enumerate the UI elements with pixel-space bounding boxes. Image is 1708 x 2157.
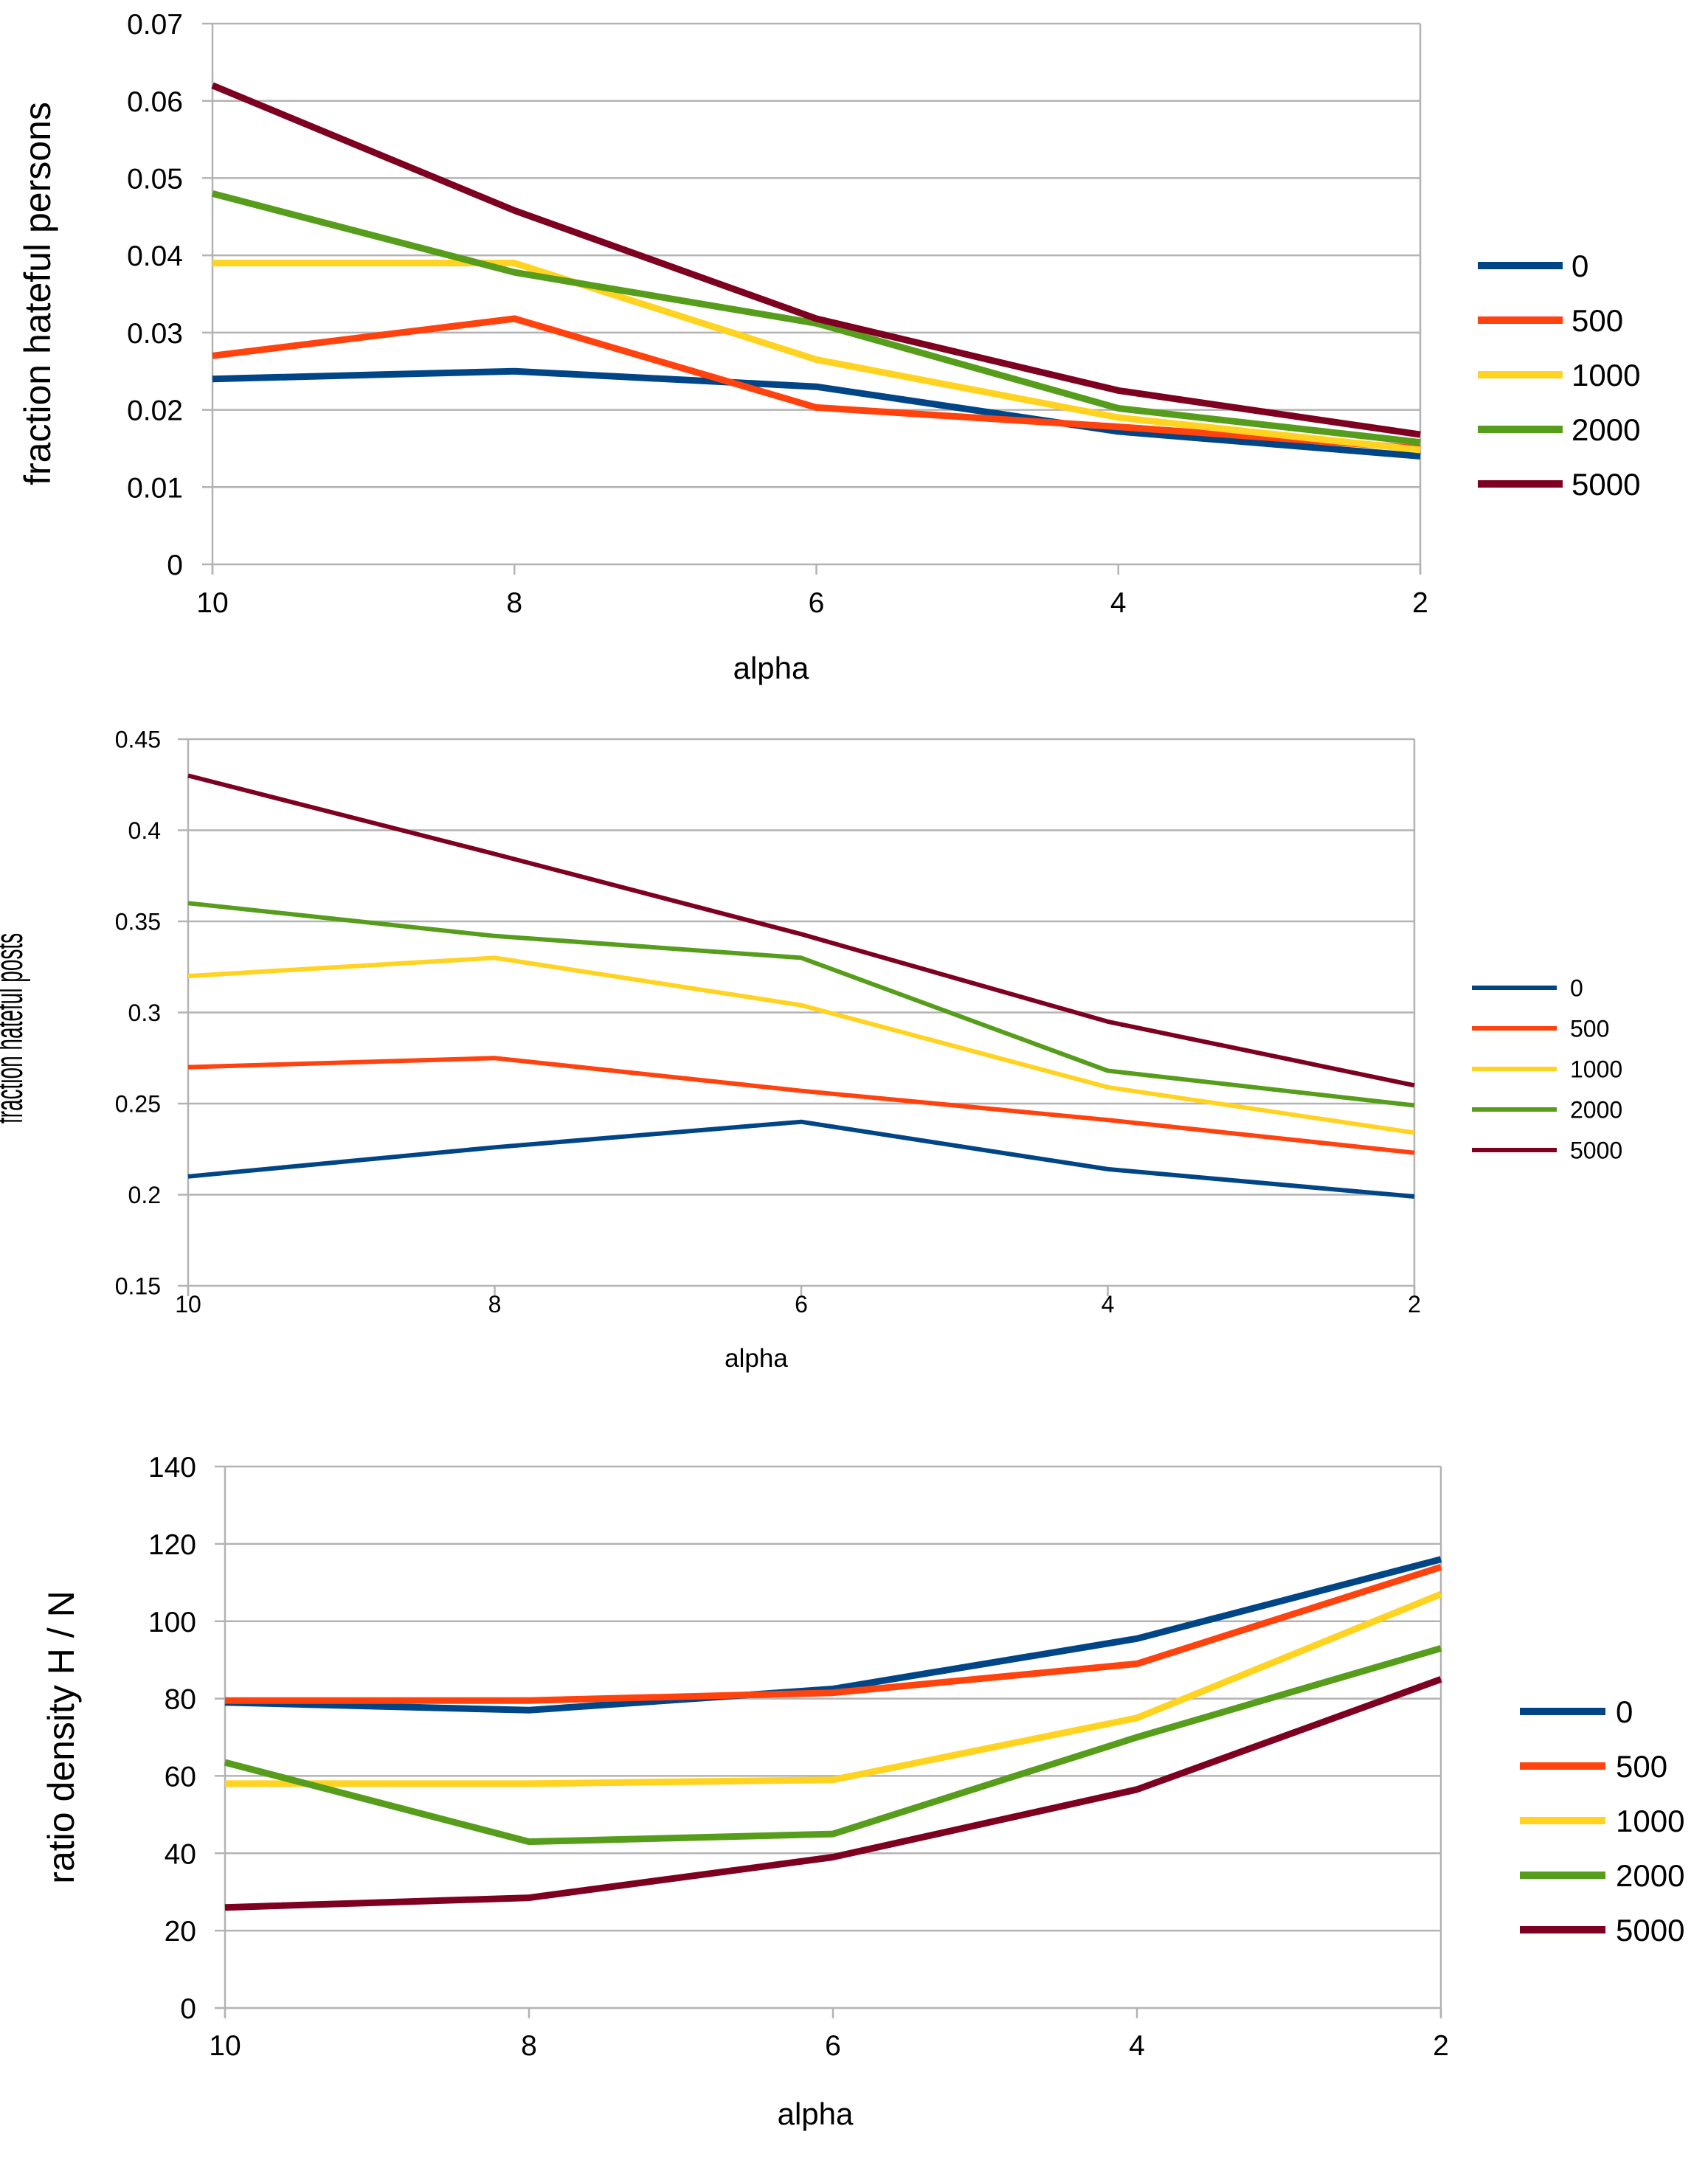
legend-label-2000: 2000 [1616,1858,1684,1893]
y-tick-label: 0.06 [127,86,183,118]
x-tick-label: 2 [1433,2030,1449,2062]
y-tick-label: 0.4 [128,817,161,844]
x-tick-label: 8 [488,1291,502,1318]
y-tick-label: 60 [165,1761,196,1793]
x-tick-label: 10 [196,587,228,619]
series-line-1000 [187,955,1415,1135]
x-axis-label: alpha [778,2097,854,2131]
legend-label-0: 0 [1570,975,1583,1002]
y-tick-label: 0.25 [115,1091,161,1118]
legend: 0 500 1000 2000 5000 [1472,975,1622,1164]
legend-label-1000: 1000 [1616,1804,1684,1838]
chart-1: 0 0.01 0.02 0.03 0.04 0.05 0.06 0.07 10 8 6 4 2 alpha… [17,9,1640,685]
y-tick-label: 0 [167,550,183,581]
y-tick-label: 0.07 [127,9,183,41]
series-line-2000 [224,1645,1442,1846]
legend-label-2000: 2000 [1570,1097,1622,1123]
y-tick-label: 0 [180,1993,196,2025]
legend-label-5000: 5000 [1572,467,1640,502]
x-tick-label: 4 [1129,2030,1145,2062]
series-line-2000 [187,901,1415,1108]
legend-label-5000: 5000 [1616,1913,1684,1947]
x-tick-label: 6 [825,2030,841,2062]
y-tick-label: 0.01 [127,472,183,504]
series-line-0 [212,367,1421,460]
x-tick-label: 4 [1110,587,1127,619]
y-tick-label: 0.45 [115,727,161,753]
y-tick-label: 0.35 [115,909,161,935]
legend-label-0: 0 [1616,1694,1633,1729]
series-line-500 [225,1564,1442,1704]
x-axis-label: alpha [733,651,809,685]
series-line-500 [212,315,1421,452]
legend-label-500: 500 [1570,1016,1609,1042]
series-line-500 [187,1056,1415,1155]
legend: 0 500 1000 2000 5000 [1520,1694,1684,1947]
y-tick-label: 0.2 [128,1182,161,1208]
legend-label-1000: 1000 [1570,1056,1622,1083]
x-tick-label: 8 [506,587,522,619]
y-axis-label: fraction hateful persons [17,102,58,485]
chart-3: 0 20 40 60 80 100 120 140 10 8 6 4 2 alpha ratio densi… [41,1452,1684,2131]
series-line-5000 [211,82,1421,438]
x-tick-label: 6 [795,1291,808,1318]
legend-label-0: 0 [1572,249,1588,283]
series-line-5000 [187,773,1415,1088]
legend-label-5000: 5000 [1570,1138,1622,1164]
y-tick-label: 0.03 [127,318,183,350]
y-tick-label: 140 [148,1452,196,1483]
y-tick-label: 0.02 [127,395,183,427]
x-tick-label: 2 [1408,1291,1421,1318]
y-tick-label: 40 [165,1838,196,1870]
y-tick-label: 0.15 [115,1273,161,1300]
y-tick-label: 0.04 [127,240,183,272]
legend-label-500: 500 [1616,1749,1667,1784]
x-tick-label: 4 [1102,1291,1115,1318]
y-tick-label: 120 [148,1529,196,1561]
legend-label-1000: 1000 [1572,358,1640,392]
y-tick-label: 0.05 [127,163,183,195]
chart-2: 0.15 0.2 0.25 0.3 0.35 0.4 0.45 10 8 6 4 2 alpha frac… [0,727,1622,1373]
series-line-5000 [224,1676,1442,1911]
legend: 0 500 1000 2000 5000 [1478,249,1640,502]
series-line-2000 [211,190,1421,446]
y-axis-label: fraction hateful posts [0,933,32,1123]
series-line-1000 [225,1590,1442,1787]
legend-label-2000: 2000 [1572,412,1640,447]
x-tick-label: 2 [1412,587,1428,619]
x-tick-label: 6 [809,587,825,619]
y-tick-label: 0.3 [128,1000,161,1026]
y-tick-label: 20 [165,1916,196,1947]
y-axis-label: ratio density H / N [41,1590,82,1883]
y-tick-label: 100 [148,1607,196,1638]
series-line-1000 [212,260,1421,454]
x-axis-label: alpha [725,1344,788,1373]
x-tick-label: 8 [521,2030,537,2062]
series-line-0 [224,1556,1442,1714]
legend-label-500: 500 [1572,303,1623,338]
y-tick-label: 80 [165,1684,196,1716]
x-tick-label: 10 [175,1291,201,1318]
series-line-0 [187,1119,1415,1199]
x-tick-label: 10 [209,2030,241,2062]
